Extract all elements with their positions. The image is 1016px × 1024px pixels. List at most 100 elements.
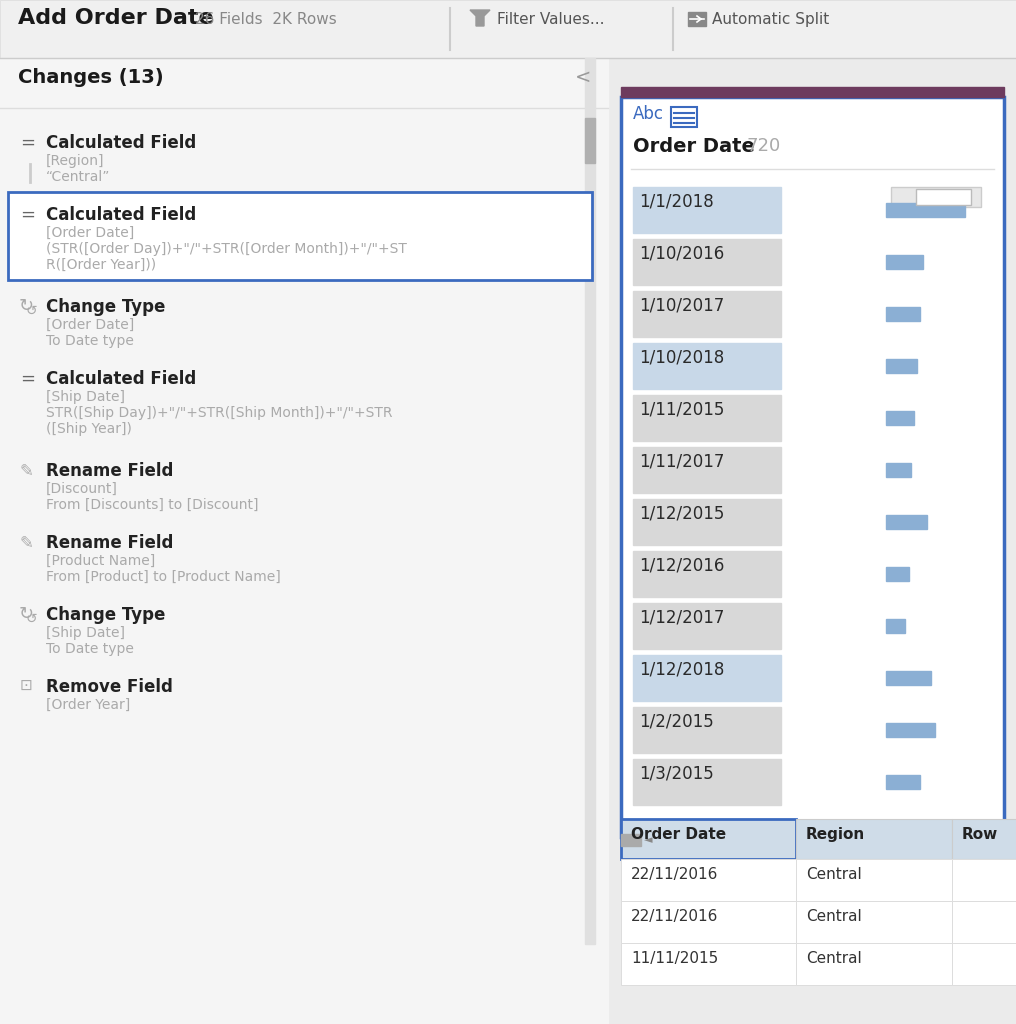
- Bar: [671, 106, 697, 127]
- Bar: [886, 515, 927, 529]
- Bar: [886, 255, 923, 269]
- Bar: [886, 463, 911, 477]
- Text: Remove Field: Remove Field: [46, 678, 173, 696]
- Bar: [585, 58, 595, 944]
- Bar: [952, 819, 1016, 859]
- Bar: [621, 87, 1004, 97]
- Text: [Order Date]: [Order Date]: [46, 226, 134, 240]
- Text: “Central”: “Central”: [46, 170, 111, 184]
- Text: Central: Central: [806, 867, 862, 882]
- Bar: [633, 551, 781, 597]
- Text: (STR([Order Day])+"/"+STR([Order Month])+"/"+ST: (STR([Order Day])+"/"+STR([Order Month])…: [46, 242, 406, 256]
- Bar: [633, 395, 781, 441]
- Text: [Discount]: [Discount]: [46, 482, 118, 496]
- Text: [Product Name]: [Product Name]: [46, 554, 155, 568]
- Bar: [0, 0, 1016, 58]
- Text: 22/11/2016: 22/11/2016: [631, 909, 718, 924]
- Text: Central: Central: [806, 909, 862, 924]
- Bar: [886, 723, 935, 737]
- Text: 1/12/2018: 1/12/2018: [639, 662, 724, 679]
- Bar: [886, 307, 920, 321]
- Text: =: =: [20, 206, 35, 224]
- Text: Change Type: Change Type: [46, 298, 166, 316]
- Text: To Date type: To Date type: [46, 642, 134, 656]
- Text: 22/11/2016: 22/11/2016: [631, 867, 718, 882]
- Bar: [952, 859, 1016, 901]
- Bar: [621, 943, 796, 985]
- Bar: [886, 671, 931, 685]
- Bar: [621, 901, 796, 943]
- Text: 1/12/2017: 1/12/2017: [639, 609, 724, 627]
- Bar: [621, 819, 796, 859]
- Text: =: =: [20, 134, 35, 152]
- Bar: [891, 187, 981, 207]
- Bar: [886, 618, 905, 633]
- Bar: [633, 499, 781, 545]
- Text: ↻: ↻: [19, 297, 35, 315]
- Bar: [621, 834, 641, 846]
- Text: [Ship Date]: [Ship Date]: [46, 390, 125, 404]
- Text: [Order Date]: [Order Date]: [46, 318, 134, 332]
- Bar: [796, 901, 952, 943]
- Text: Row: Row: [962, 827, 999, 842]
- Bar: [886, 203, 965, 217]
- Text: 11/11/2015: 11/11/2015: [631, 951, 718, 966]
- Text: Calculated Field: Calculated Field: [46, 134, 196, 152]
- Bar: [621, 833, 1004, 847]
- Text: <: <: [575, 68, 591, 87]
- Bar: [0, 58, 608, 1024]
- Text: 720: 720: [746, 137, 780, 155]
- Text: 1/10/2017: 1/10/2017: [639, 297, 724, 315]
- Bar: [633, 343, 781, 389]
- Text: ↻: ↻: [19, 605, 35, 623]
- Text: From [Product] to [Product Name]: From [Product] to [Product Name]: [46, 570, 280, 584]
- Bar: [633, 759, 781, 805]
- Text: To Date type: To Date type: [46, 334, 134, 348]
- Bar: [796, 819, 952, 859]
- Bar: [621, 97, 1004, 837]
- Text: Rename Field: Rename Field: [46, 462, 174, 480]
- Text: Changes (13): Changes (13): [18, 68, 164, 87]
- Text: ↺: ↺: [26, 612, 38, 626]
- Text: 1/12/2016: 1/12/2016: [639, 557, 724, 575]
- Text: Region: Region: [806, 827, 866, 842]
- Text: 1/2/2015: 1/2/2015: [639, 713, 714, 731]
- Bar: [886, 567, 909, 581]
- Text: =: =: [20, 370, 35, 388]
- Text: Calculated Field: Calculated Field: [46, 370, 196, 388]
- Text: 1/11/2017: 1/11/2017: [639, 453, 724, 471]
- Bar: [688, 12, 706, 26]
- Text: 1/11/2015: 1/11/2015: [639, 401, 724, 419]
- Bar: [952, 943, 1016, 985]
- Text: [Region]: [Region]: [46, 154, 105, 168]
- Text: ✎: ✎: [20, 462, 34, 480]
- Bar: [633, 603, 781, 649]
- Text: [Ship Date]: [Ship Date]: [46, 626, 125, 640]
- Text: ⊡: ⊡: [20, 678, 33, 693]
- Bar: [796, 943, 952, 985]
- Text: Abc: Abc: [633, 105, 664, 123]
- Bar: [633, 187, 781, 233]
- Bar: [886, 359, 917, 373]
- Bar: [796, 859, 952, 901]
- Text: 1/1/2018: 1/1/2018: [639, 193, 714, 211]
- Bar: [585, 118, 595, 163]
- Bar: [633, 655, 781, 701]
- Text: ([Ship Year]): ([Ship Year]): [46, 422, 132, 436]
- Text: Filter Values...: Filter Values...: [497, 12, 605, 27]
- Text: 1/10/2016: 1/10/2016: [639, 245, 724, 263]
- Bar: [633, 707, 781, 753]
- Bar: [633, 447, 781, 493]
- Text: 1/10/2018: 1/10/2018: [639, 349, 724, 367]
- Text: Rename Field: Rename Field: [46, 534, 174, 552]
- Text: 26 Fields  2K Rows: 26 Fields 2K Rows: [195, 12, 336, 27]
- Text: From [Discounts] to [Discount]: From [Discounts] to [Discount]: [46, 498, 258, 512]
- Text: ↺: ↺: [26, 304, 38, 318]
- Polygon shape: [470, 10, 490, 26]
- Text: ◄: ◄: [644, 835, 652, 845]
- Bar: [952, 901, 1016, 943]
- Text: Add Order Date: Add Order Date: [18, 8, 213, 28]
- Text: ✎: ✎: [20, 534, 34, 552]
- Text: Change Type: Change Type: [46, 606, 166, 624]
- Bar: [633, 239, 781, 285]
